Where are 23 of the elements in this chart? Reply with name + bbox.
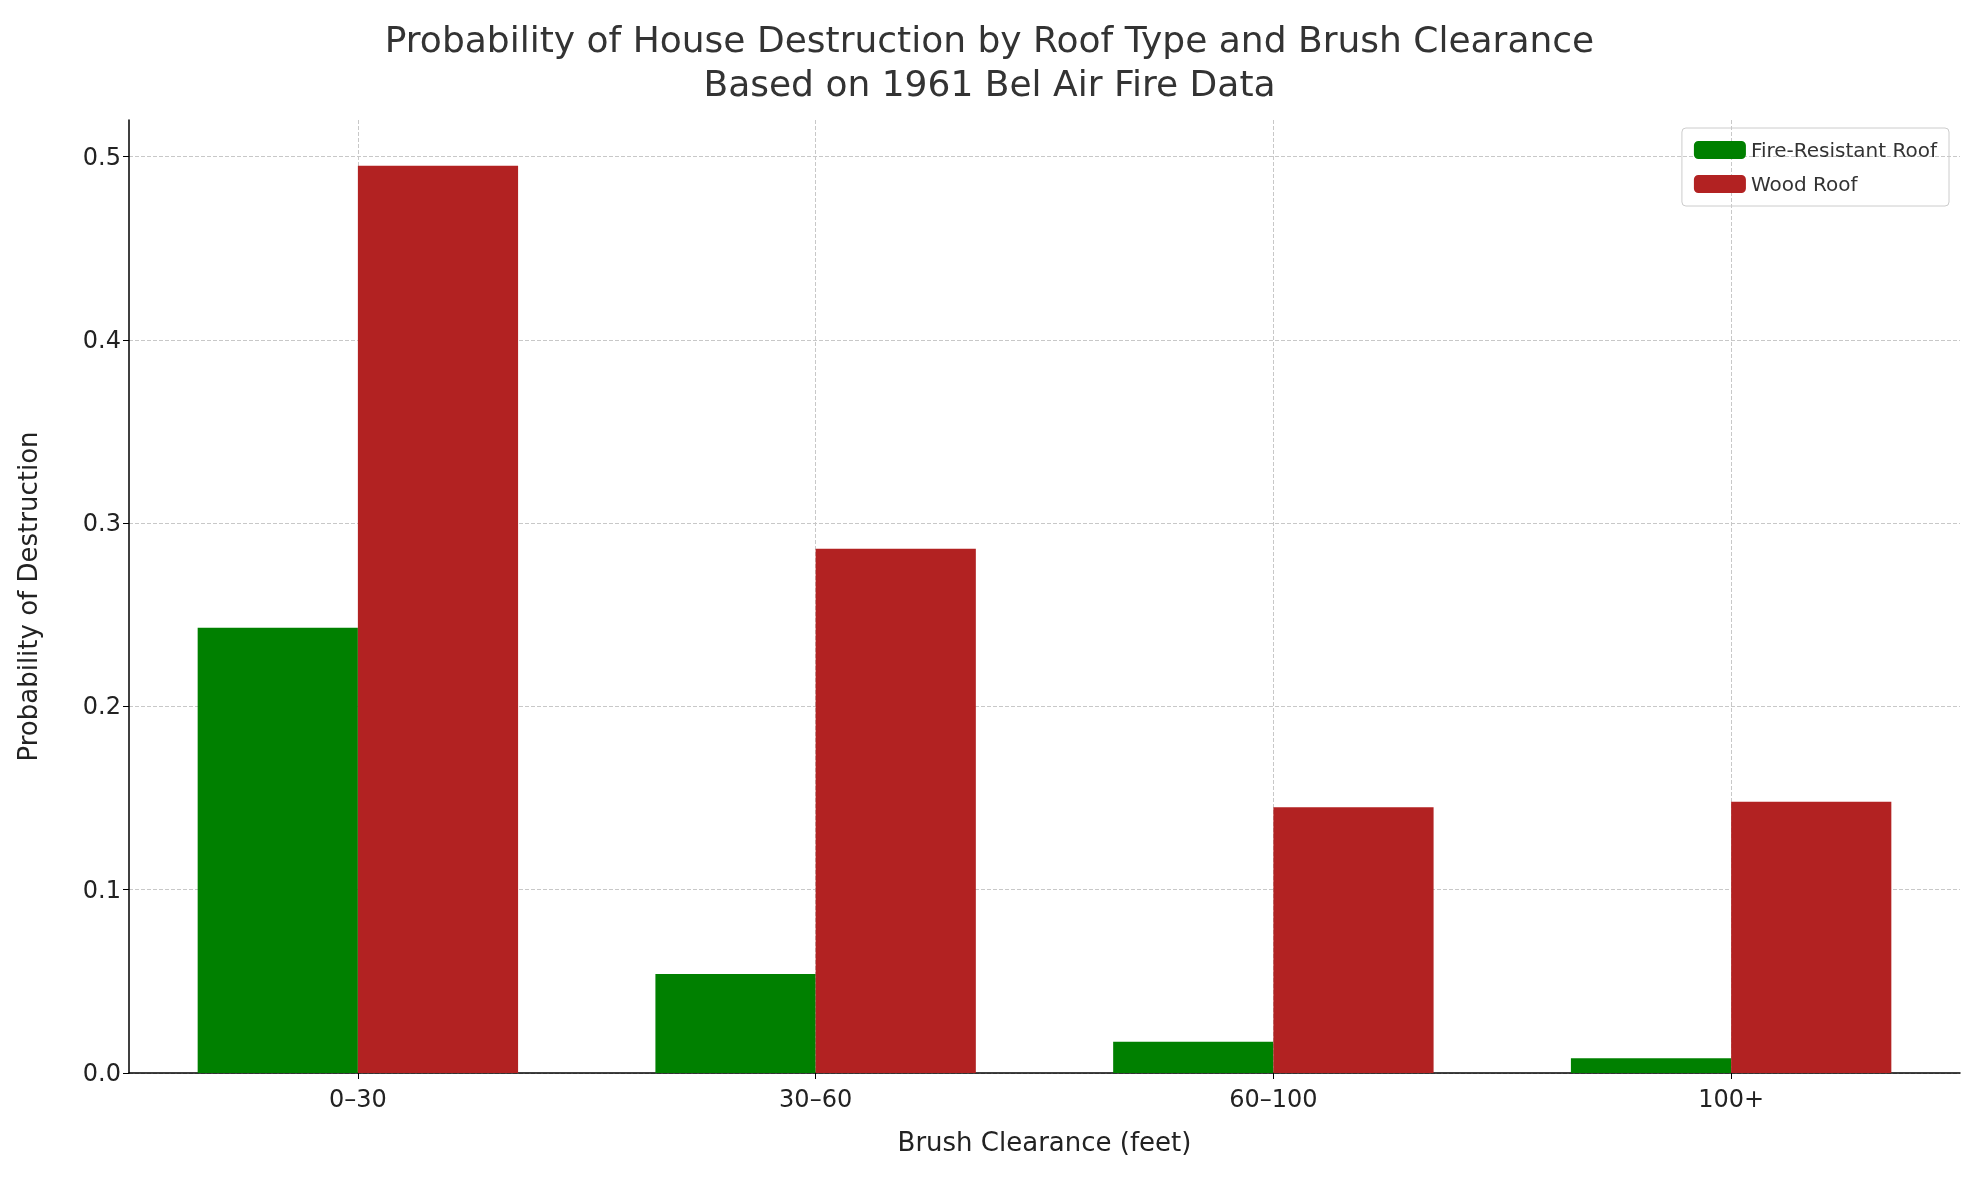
bar bbox=[1273, 807, 1434, 1073]
chart-title: Probability of House Destruction by Roof Type and Brush Clearance Based on 1961 Bel Air Fire Data bbox=[384, 18, 1595, 104]
y-tick-label: 0.0 bbox=[82, 1059, 121, 1087]
y-tick-label: 0.4 bbox=[82, 325, 121, 354]
x-tick-label: 60–100 bbox=[1229, 1085, 1318, 1113]
legend-label: Fire-Resistant Roof bbox=[1750, 138, 1938, 162]
y-tick-label: 0.2 bbox=[82, 692, 121, 721]
x-axis-title: Brush Clearance (feet) bbox=[897, 1127, 1192, 1157]
y-tick-label: 0.3 bbox=[82, 509, 121, 538]
bar bbox=[815, 548, 976, 1073]
bar bbox=[197, 627, 358, 1073]
x-tick-label: 0–30 bbox=[328, 1085, 387, 1113]
y-tick-label: 0.1 bbox=[82, 875, 121, 904]
y-axis-title: Probability of Destruction bbox=[13, 431, 43, 762]
bar bbox=[1731, 801, 1892, 1073]
bar bbox=[357, 165, 519, 1073]
x-tick-label: 30–60 bbox=[779, 1085, 853, 1113]
y-tick-label: 0.5 bbox=[82, 142, 121, 171]
bar bbox=[1113, 1041, 1274, 1073]
legend-label: Wood Roof bbox=[1750, 172, 1859, 196]
x-tick-label: 100+ bbox=[1698, 1085, 1765, 1113]
bar bbox=[655, 974, 816, 1073]
bar bbox=[1570, 1058, 1732, 1073]
